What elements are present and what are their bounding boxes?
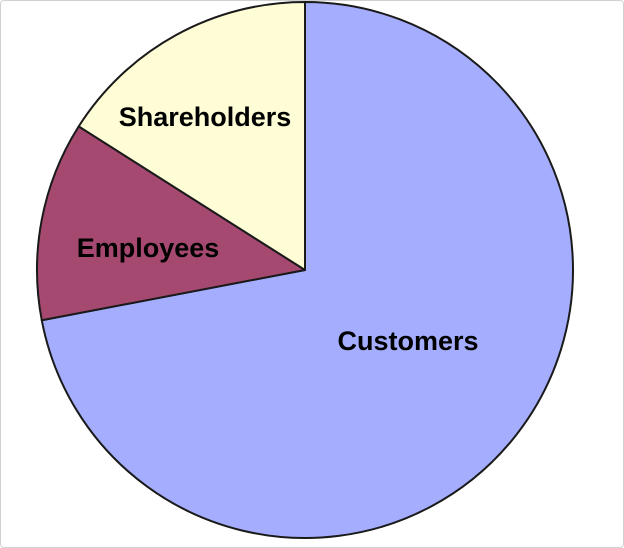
slice-label-shareholders: Shareholders (119, 102, 292, 132)
pie-slice-employees (36, 125, 306, 322)
slice-label-customers: Customers (337, 326, 478, 356)
pie-slice-shareholders (77, 1, 306, 271)
pie-slice-customers (40, 1, 574, 539)
slice-label-employees: Employees (77, 233, 220, 263)
